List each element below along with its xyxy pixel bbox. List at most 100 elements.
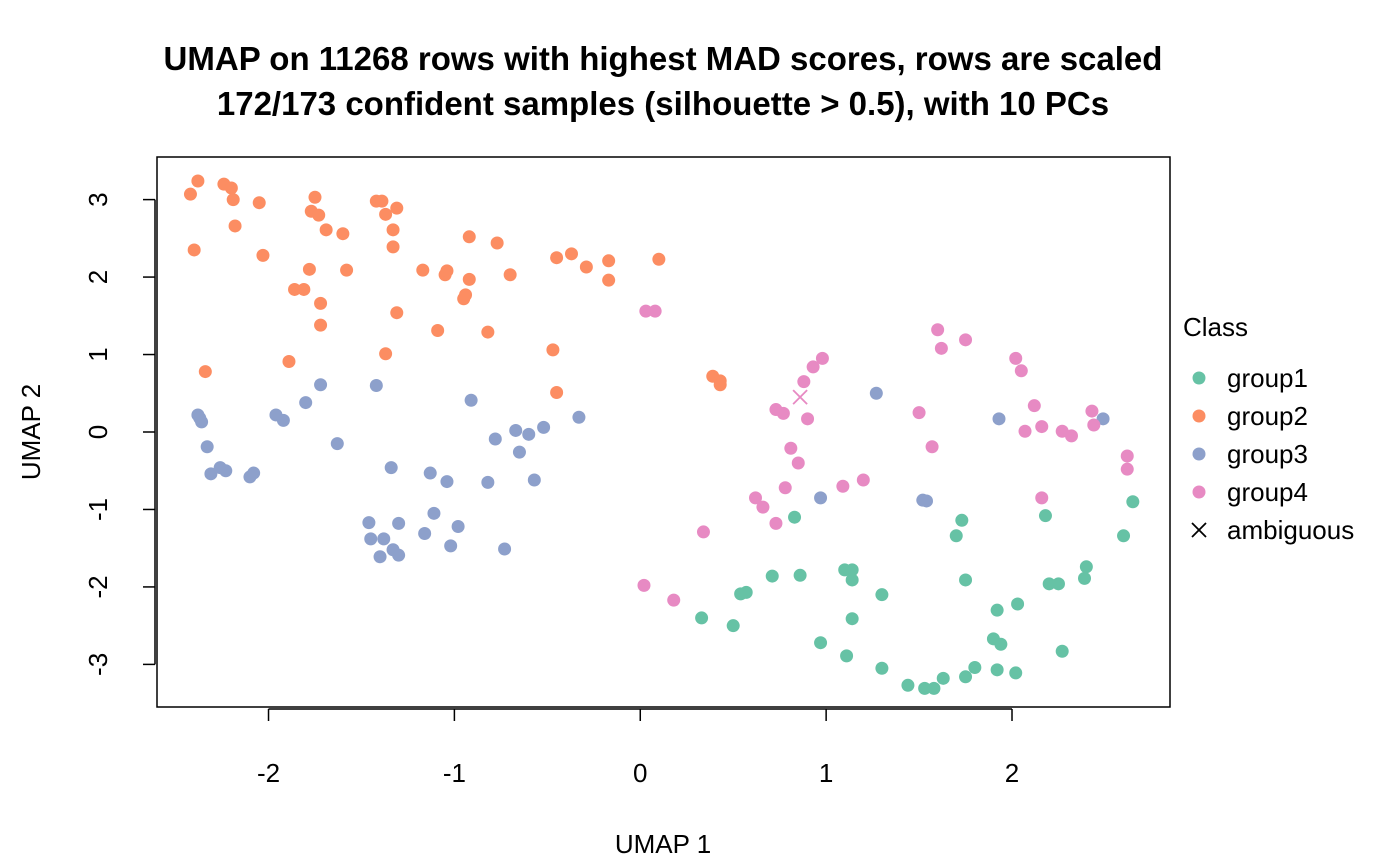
group1-point <box>990 603 1004 617</box>
group3-point <box>362 516 376 530</box>
y-tick-label: 2 <box>83 270 113 284</box>
group2-point <box>550 385 564 399</box>
group3-point <box>440 475 454 489</box>
group3-point <box>1096 412 1110 426</box>
group2-point <box>319 223 333 237</box>
group3-point <box>247 466 261 480</box>
group1-point <box>875 588 889 602</box>
group4-point <box>696 525 710 539</box>
group3-point <box>392 548 406 562</box>
group1-point <box>1011 597 1025 611</box>
group1-point <box>788 510 802 524</box>
group4-point <box>1087 418 1101 432</box>
group4-point <box>769 516 783 530</box>
group2-point <box>713 378 727 392</box>
x-tick-label: -2 <box>257 758 280 788</box>
legend-marker <box>1192 409 1206 423</box>
group3-point <box>444 539 458 553</box>
group2-point <box>312 208 326 222</box>
y-tick-label: 1 <box>83 347 113 361</box>
group4-point <box>1027 399 1041 413</box>
group4-point <box>1009 351 1023 365</box>
legend-marker <box>1192 447 1206 461</box>
group1-point <box>994 637 1008 651</box>
group3-point <box>572 410 586 424</box>
group2-point <box>314 296 328 310</box>
x-axis: -2 -1 0 1 2 <box>257 708 1019 788</box>
legend-item-group1: group1 <box>1192 363 1308 393</box>
group2-point <box>602 254 616 268</box>
group2-point <box>375 194 389 208</box>
group1-point <box>927 681 941 695</box>
group1-point <box>845 573 859 587</box>
group2-point <box>252 196 266 210</box>
group1-point <box>1117 529 1131 543</box>
legend-marker <box>1192 371 1206 385</box>
group3-point <box>512 445 526 459</box>
group2-point <box>183 187 197 201</box>
group4-point <box>959 333 973 347</box>
group1-point <box>959 573 973 587</box>
group4-point <box>806 360 820 374</box>
group4-point <box>667 593 681 607</box>
group2-point <box>459 288 473 302</box>
group3-point <box>464 393 478 407</box>
group4-point <box>756 500 770 514</box>
group1-point <box>1055 644 1069 658</box>
group1-point <box>968 660 982 674</box>
group3-point <box>314 378 328 392</box>
group1-point <box>918 681 932 695</box>
y-tick-label: 0 <box>83 425 113 439</box>
group1-point <box>875 661 889 675</box>
y-tick-label: 3 <box>83 192 113 206</box>
y-tick-label: -1 <box>83 498 113 521</box>
group1-point <box>695 611 709 625</box>
group3-point <box>369 379 383 393</box>
group4-point <box>1018 424 1032 438</box>
legend-label: ambiguous <box>1227 515 1354 545</box>
x-tick-label: 2 <box>1005 758 1019 788</box>
group2-point <box>564 247 578 261</box>
group1-point <box>949 529 963 543</box>
x-tick-label: 0 <box>633 758 647 788</box>
group2-point <box>308 190 322 204</box>
group1-point <box>955 513 969 527</box>
group4-point <box>749 491 763 505</box>
group2-point <box>390 201 404 215</box>
y-axis: -3 -2 -1 0 1 2 3 <box>83 192 156 676</box>
legend-label: group4 <box>1227 477 1308 507</box>
group4-point <box>1120 462 1134 476</box>
group1-point <box>1126 495 1140 509</box>
group1-point <box>814 636 828 650</box>
legend-label: group2 <box>1227 401 1308 431</box>
group2-point <box>550 251 564 265</box>
group2-point <box>440 264 454 278</box>
group1-point <box>1042 577 1056 591</box>
group3-point <box>522 427 536 441</box>
group3-point <box>195 415 209 429</box>
group3-point <box>418 526 432 540</box>
group1-point <box>1077 571 1091 585</box>
group2-point <box>228 219 242 233</box>
group4-point <box>784 441 798 455</box>
group4-point <box>1085 404 1099 418</box>
y-tick-label: -3 <box>83 653 113 676</box>
y-tick-label: -2 <box>83 575 113 598</box>
group2-point <box>297 282 311 296</box>
group3-point <box>509 423 523 437</box>
group4-point <box>797 375 811 389</box>
group2-point <box>302 262 316 276</box>
legend-marker <box>1192 485 1206 499</box>
group2-point <box>546 343 560 357</box>
group2-point <box>256 248 270 262</box>
group2-point <box>336 227 350 241</box>
group2-point <box>386 240 400 254</box>
group3-point <box>299 396 313 410</box>
group4-point <box>815 351 829 365</box>
group2-point <box>198 365 212 379</box>
group4-point <box>931 323 945 337</box>
group2-point <box>379 207 393 221</box>
legend-marker <box>1191 522 1207 538</box>
group1-point <box>1051 577 1065 591</box>
